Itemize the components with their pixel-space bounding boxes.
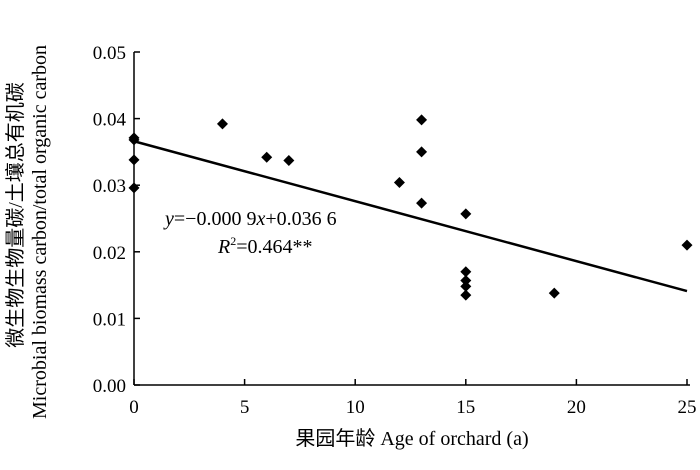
data-point (261, 151, 273, 163)
y-tick-label: 0.04 (93, 110, 127, 131)
x-tick-label: 10 (346, 397, 365, 418)
y-ticks: 0.00 0.01 0.02 0.03 0.04 0.05 (93, 43, 140, 397)
y-axis-title-line2: Microbial biomass carbon/total organic c… (29, 45, 51, 419)
data-point (416, 114, 428, 126)
data-point (128, 154, 140, 166)
data-point (128, 134, 140, 146)
data-point (548, 287, 560, 299)
y-axis-title-line1: 微生物生物量碳/土壤总有机碳 (4, 82, 27, 348)
data-point (681, 239, 693, 251)
y-tick-label: 0.00 (93, 376, 126, 397)
x-tick-label: 20 (567, 397, 586, 418)
x-ticks: 0 5 10 15 20 25 (129, 379, 697, 418)
data-point (283, 155, 295, 167)
y-tick-label: 0.03 (93, 176, 126, 197)
data-point (128, 182, 140, 194)
y-tick-label: 0.01 (93, 309, 126, 330)
r-squared-label: R2=0.464** (217, 234, 313, 258)
x-tick-label: 15 (456, 397, 475, 418)
data-point (460, 208, 472, 220)
data-point (460, 289, 472, 301)
trendline (133, 140, 688, 293)
x-tick-label: 0 (129, 397, 139, 418)
data-point (460, 274, 472, 286)
x-tick-label: 5 (240, 397, 250, 418)
data-point (460, 266, 472, 278)
data-point (460, 280, 472, 292)
trendline-group (133, 140, 688, 293)
data-point (393, 177, 405, 189)
y-tick-label: 0.02 (93, 243, 126, 264)
data-point (216, 118, 228, 130)
x-axis-title: 果园年龄 Age of orchard (a) (295, 427, 528, 450)
data-point (416, 146, 428, 158)
equation-label: y=−0.000 9x+0.036 6 (163, 208, 337, 230)
data-points (128, 114, 693, 301)
x-tick-label: 25 (678, 397, 697, 418)
data-point (416, 197, 428, 209)
y-tick-label: 0.05 (93, 43, 126, 64)
